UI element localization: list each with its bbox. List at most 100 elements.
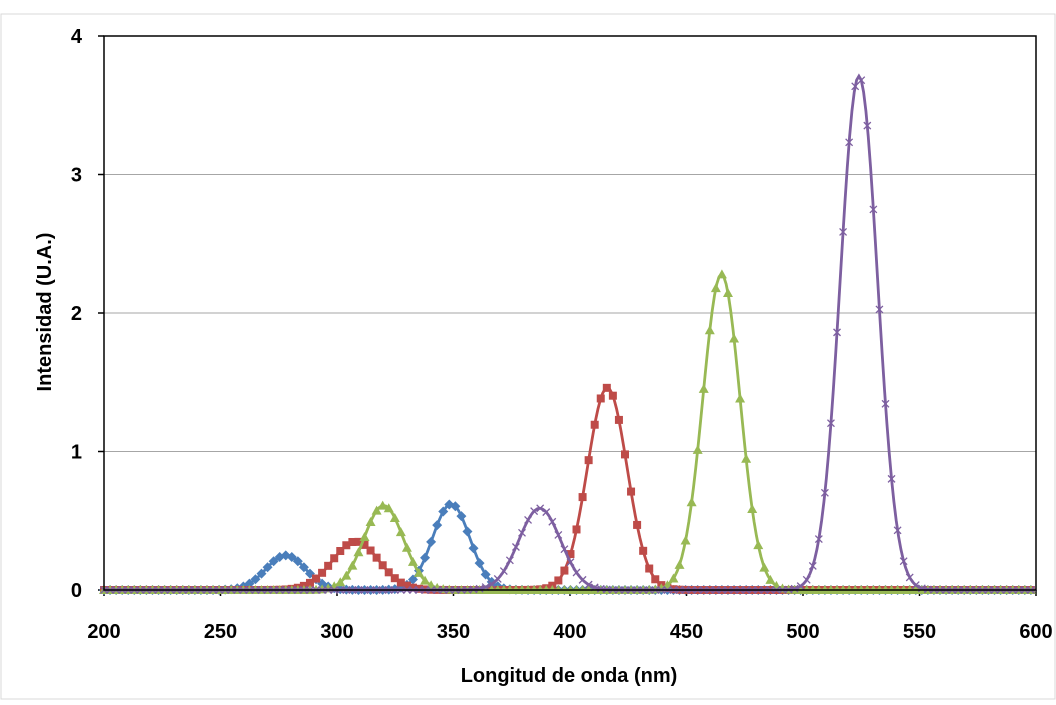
data-point-red	[312, 574, 321, 583]
data-point-green	[759, 562, 770, 572]
data-point-green	[741, 453, 752, 463]
x-tick-label: 600	[1019, 621, 1052, 643]
data-point-red	[348, 537, 357, 546]
data-point-red	[608, 391, 617, 400]
data-point-purple	[487, 580, 496, 589]
data-point-blue	[438, 506, 449, 517]
data-point-red	[627, 487, 636, 496]
y-axis-label: Intensidad (U.A.)	[34, 233, 56, 392]
data-point-red	[336, 547, 345, 556]
data-point-purple	[548, 517, 557, 526]
data-point-red	[330, 554, 339, 563]
data-point-purple	[881, 399, 890, 408]
data-point-red	[584, 456, 593, 465]
data-point-blue	[450, 501, 461, 512]
data-point-green	[698, 383, 709, 393]
data-point-red	[378, 561, 387, 570]
data-point-red	[602, 383, 611, 392]
data-point-green	[692, 444, 703, 454]
y-tick-label: 0	[71, 580, 82, 602]
data-point-purple	[905, 573, 914, 582]
data-point-green	[722, 287, 733, 297]
data-point-green	[335, 577, 346, 587]
data-point-green	[668, 573, 679, 583]
data-point-green	[353, 547, 364, 557]
data-point-purple	[851, 82, 860, 91]
data-point-green	[347, 560, 358, 570]
data-point-green	[674, 559, 685, 569]
data-point-purple	[572, 568, 581, 577]
data-point-green	[420, 575, 431, 585]
data-point-purple	[869, 205, 878, 214]
data-point-purple	[814, 535, 823, 544]
data-point-purple	[578, 575, 587, 584]
data-point-green	[716, 269, 727, 279]
data-point-red	[651, 575, 660, 584]
data-point-red	[614, 415, 623, 424]
data-point-red	[408, 583, 417, 592]
data-point-purple	[584, 580, 593, 589]
data-point-green	[414, 567, 425, 577]
data-point-red	[639, 546, 648, 555]
x-axis-label: Longitud de onda (nm)	[461, 665, 678, 687]
data-point-purple	[911, 581, 920, 590]
data-point-green	[729, 333, 740, 343]
data-point-purple	[808, 562, 817, 570]
data-point-purple	[839, 227, 848, 236]
data-point-purple	[566, 558, 575, 567]
data-point-red	[402, 581, 411, 590]
data-point-green	[680, 535, 691, 545]
data-point-green	[765, 574, 776, 584]
y-tick-label: 4	[71, 26, 83, 48]
data-point-purple	[518, 528, 526, 537]
x-tick-label: 250	[204, 621, 237, 643]
data-point-red	[366, 546, 375, 555]
data-point-purple	[493, 574, 502, 583]
data-point-purple	[542, 508, 551, 517]
data-point-green	[365, 516, 376, 526]
data-point-purple	[530, 507, 539, 516]
data-point-red	[354, 537, 363, 546]
data-point-green	[735, 393, 746, 403]
data-point-green	[753, 540, 764, 550]
data-point-red	[620, 450, 629, 459]
y-tick-label: 2	[71, 303, 82, 325]
data-point-blue	[262, 562, 273, 573]
data-point-green	[359, 531, 370, 541]
data-point-blue	[292, 556, 303, 567]
data-point-blue	[462, 526, 473, 537]
data-point-blue	[426, 536, 437, 547]
x-tick-label: 400	[553, 621, 586, 643]
data-point-red	[590, 420, 599, 429]
data-point-purple	[536, 504, 545, 513]
x-tick-label: 550	[903, 621, 936, 643]
data-point-blue	[420, 552, 431, 563]
data-point-green	[407, 556, 418, 566]
data-point-purple	[475, 584, 484, 593]
data-point-green	[704, 325, 715, 335]
x-tick-labels: 200 250 300 350 400 450 500 550 600	[87, 621, 1052, 643]
data-point-red	[572, 525, 581, 534]
data-point-blue	[268, 556, 279, 567]
data-point-blue	[474, 558, 485, 569]
plot-area	[103, 35, 1037, 591]
data-point-purple	[560, 545, 569, 554]
data-point-blue	[432, 520, 443, 531]
data-point-purple	[893, 526, 902, 535]
data-point-green	[747, 504, 758, 514]
data-point-red	[384, 568, 393, 577]
data-point-purple	[554, 530, 563, 539]
data-point-purple	[827, 419, 835, 428]
data-point-red	[372, 553, 381, 562]
data-point-red	[578, 493, 587, 502]
data-point-red	[318, 568, 327, 577]
chart-border	[0, 13, 1056, 700]
data-point-blue	[286, 551, 297, 562]
data-point-green	[377, 500, 388, 510]
data-point-blue	[456, 511, 467, 522]
data-point-red	[396, 578, 405, 587]
data-point-green	[371, 505, 382, 515]
y-tick-labels: 0 1 2 3 4	[71, 26, 83, 602]
y-tick-label: 3	[71, 165, 82, 187]
